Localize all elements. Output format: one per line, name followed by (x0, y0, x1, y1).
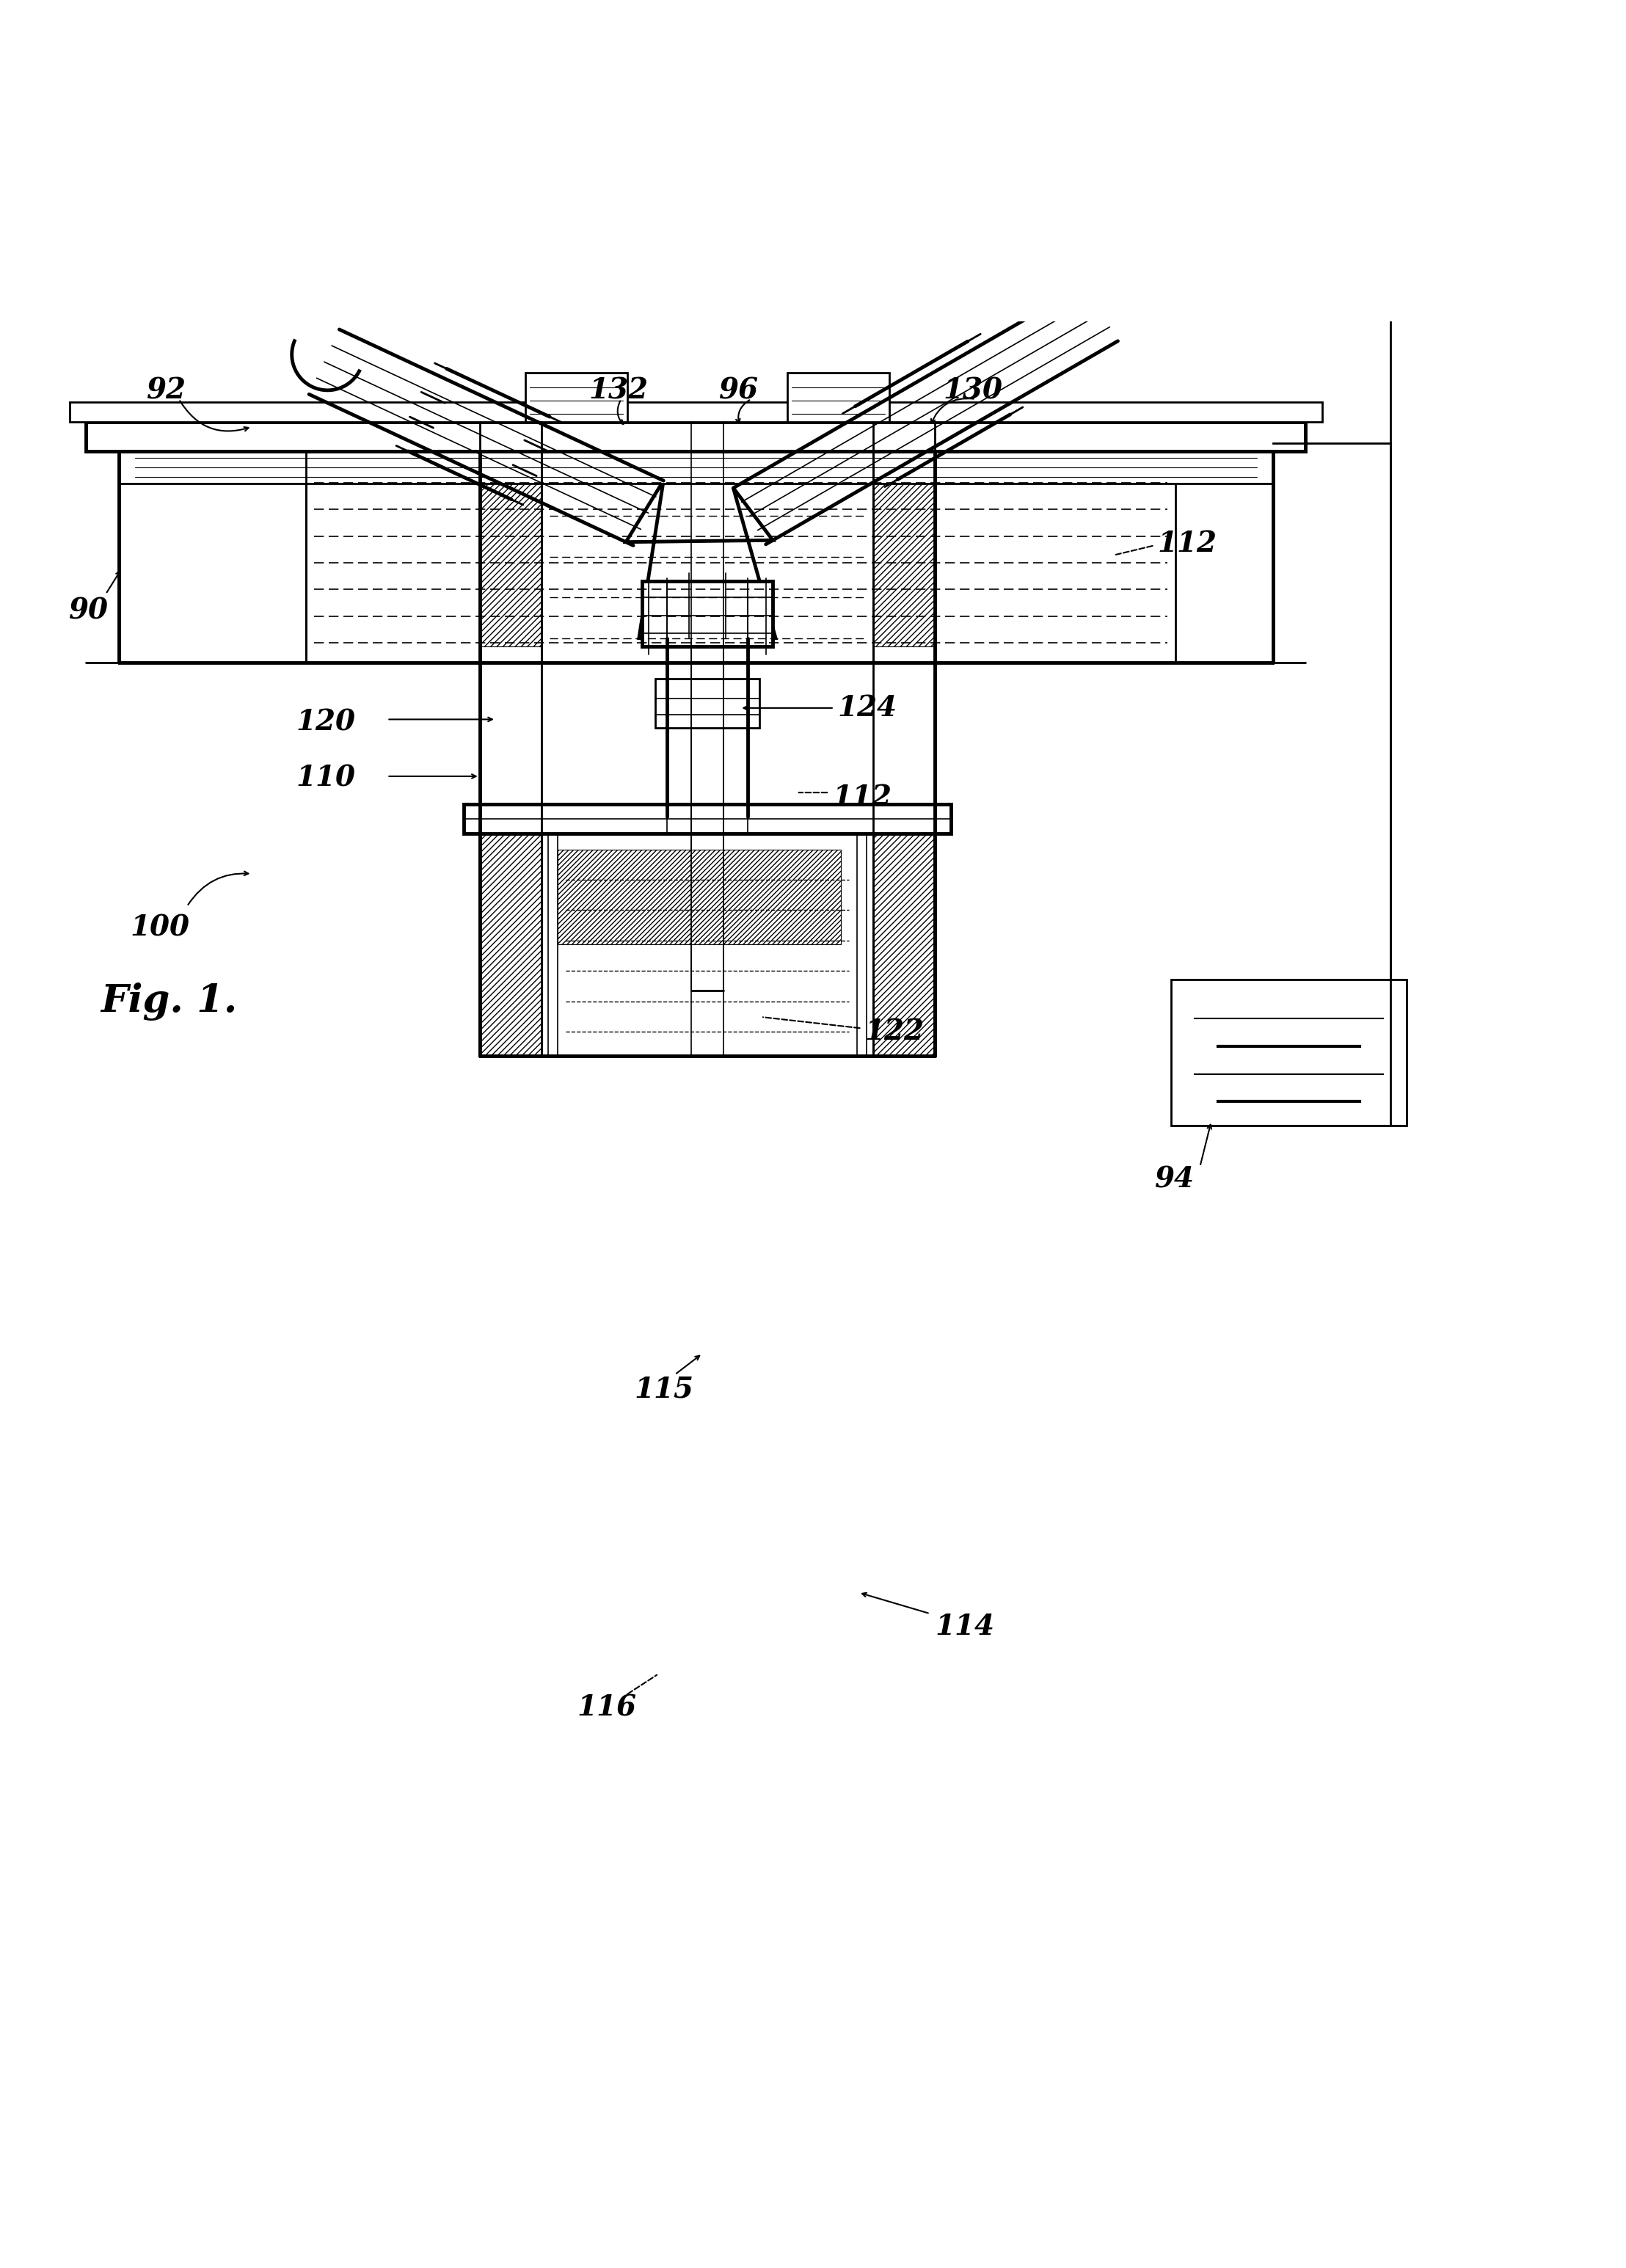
Text: 94: 94 (1154, 1166, 1193, 1193)
Text: 100: 100 (130, 914, 190, 941)
Bar (655, 678, 759, 728)
Text: 124: 124 (837, 694, 898, 721)
Text: 120: 120 (296, 708, 356, 737)
Text: 130: 130 (943, 376, 1003, 406)
Bar (1171, 980, 1406, 1125)
Bar (873, 467, 935, 646)
Polygon shape (626, 481, 776, 637)
Text: 132: 132 (589, 376, 649, 406)
Bar (1176, 451, 1273, 662)
Bar (86, 422, 1306, 451)
Bar (642, 581, 772, 646)
Bar (873, 832, 935, 1057)
Bar (119, 451, 1273, 483)
Text: 90: 90 (68, 596, 107, 624)
Bar (119, 451, 306, 662)
Text: 96: 96 (719, 376, 758, 406)
Text: 115: 115 (634, 1374, 694, 1404)
Text: 122: 122 (865, 1018, 925, 1046)
Text: 92: 92 (146, 376, 185, 406)
Bar (480, 467, 541, 646)
Bar (70, 401, 1322, 422)
Text: 110: 110 (296, 764, 356, 792)
Text: 112: 112 (1158, 531, 1218, 558)
Bar (525, 372, 628, 422)
Text: 116: 116 (577, 1694, 637, 1721)
Text: 114: 114 (935, 1613, 995, 1640)
Bar (480, 832, 541, 1057)
Bar (558, 850, 841, 943)
Bar (787, 372, 889, 422)
Text: Fig. 1.: Fig. 1. (101, 982, 237, 1021)
Text: 112: 112 (833, 782, 893, 812)
Bar (463, 803, 951, 832)
